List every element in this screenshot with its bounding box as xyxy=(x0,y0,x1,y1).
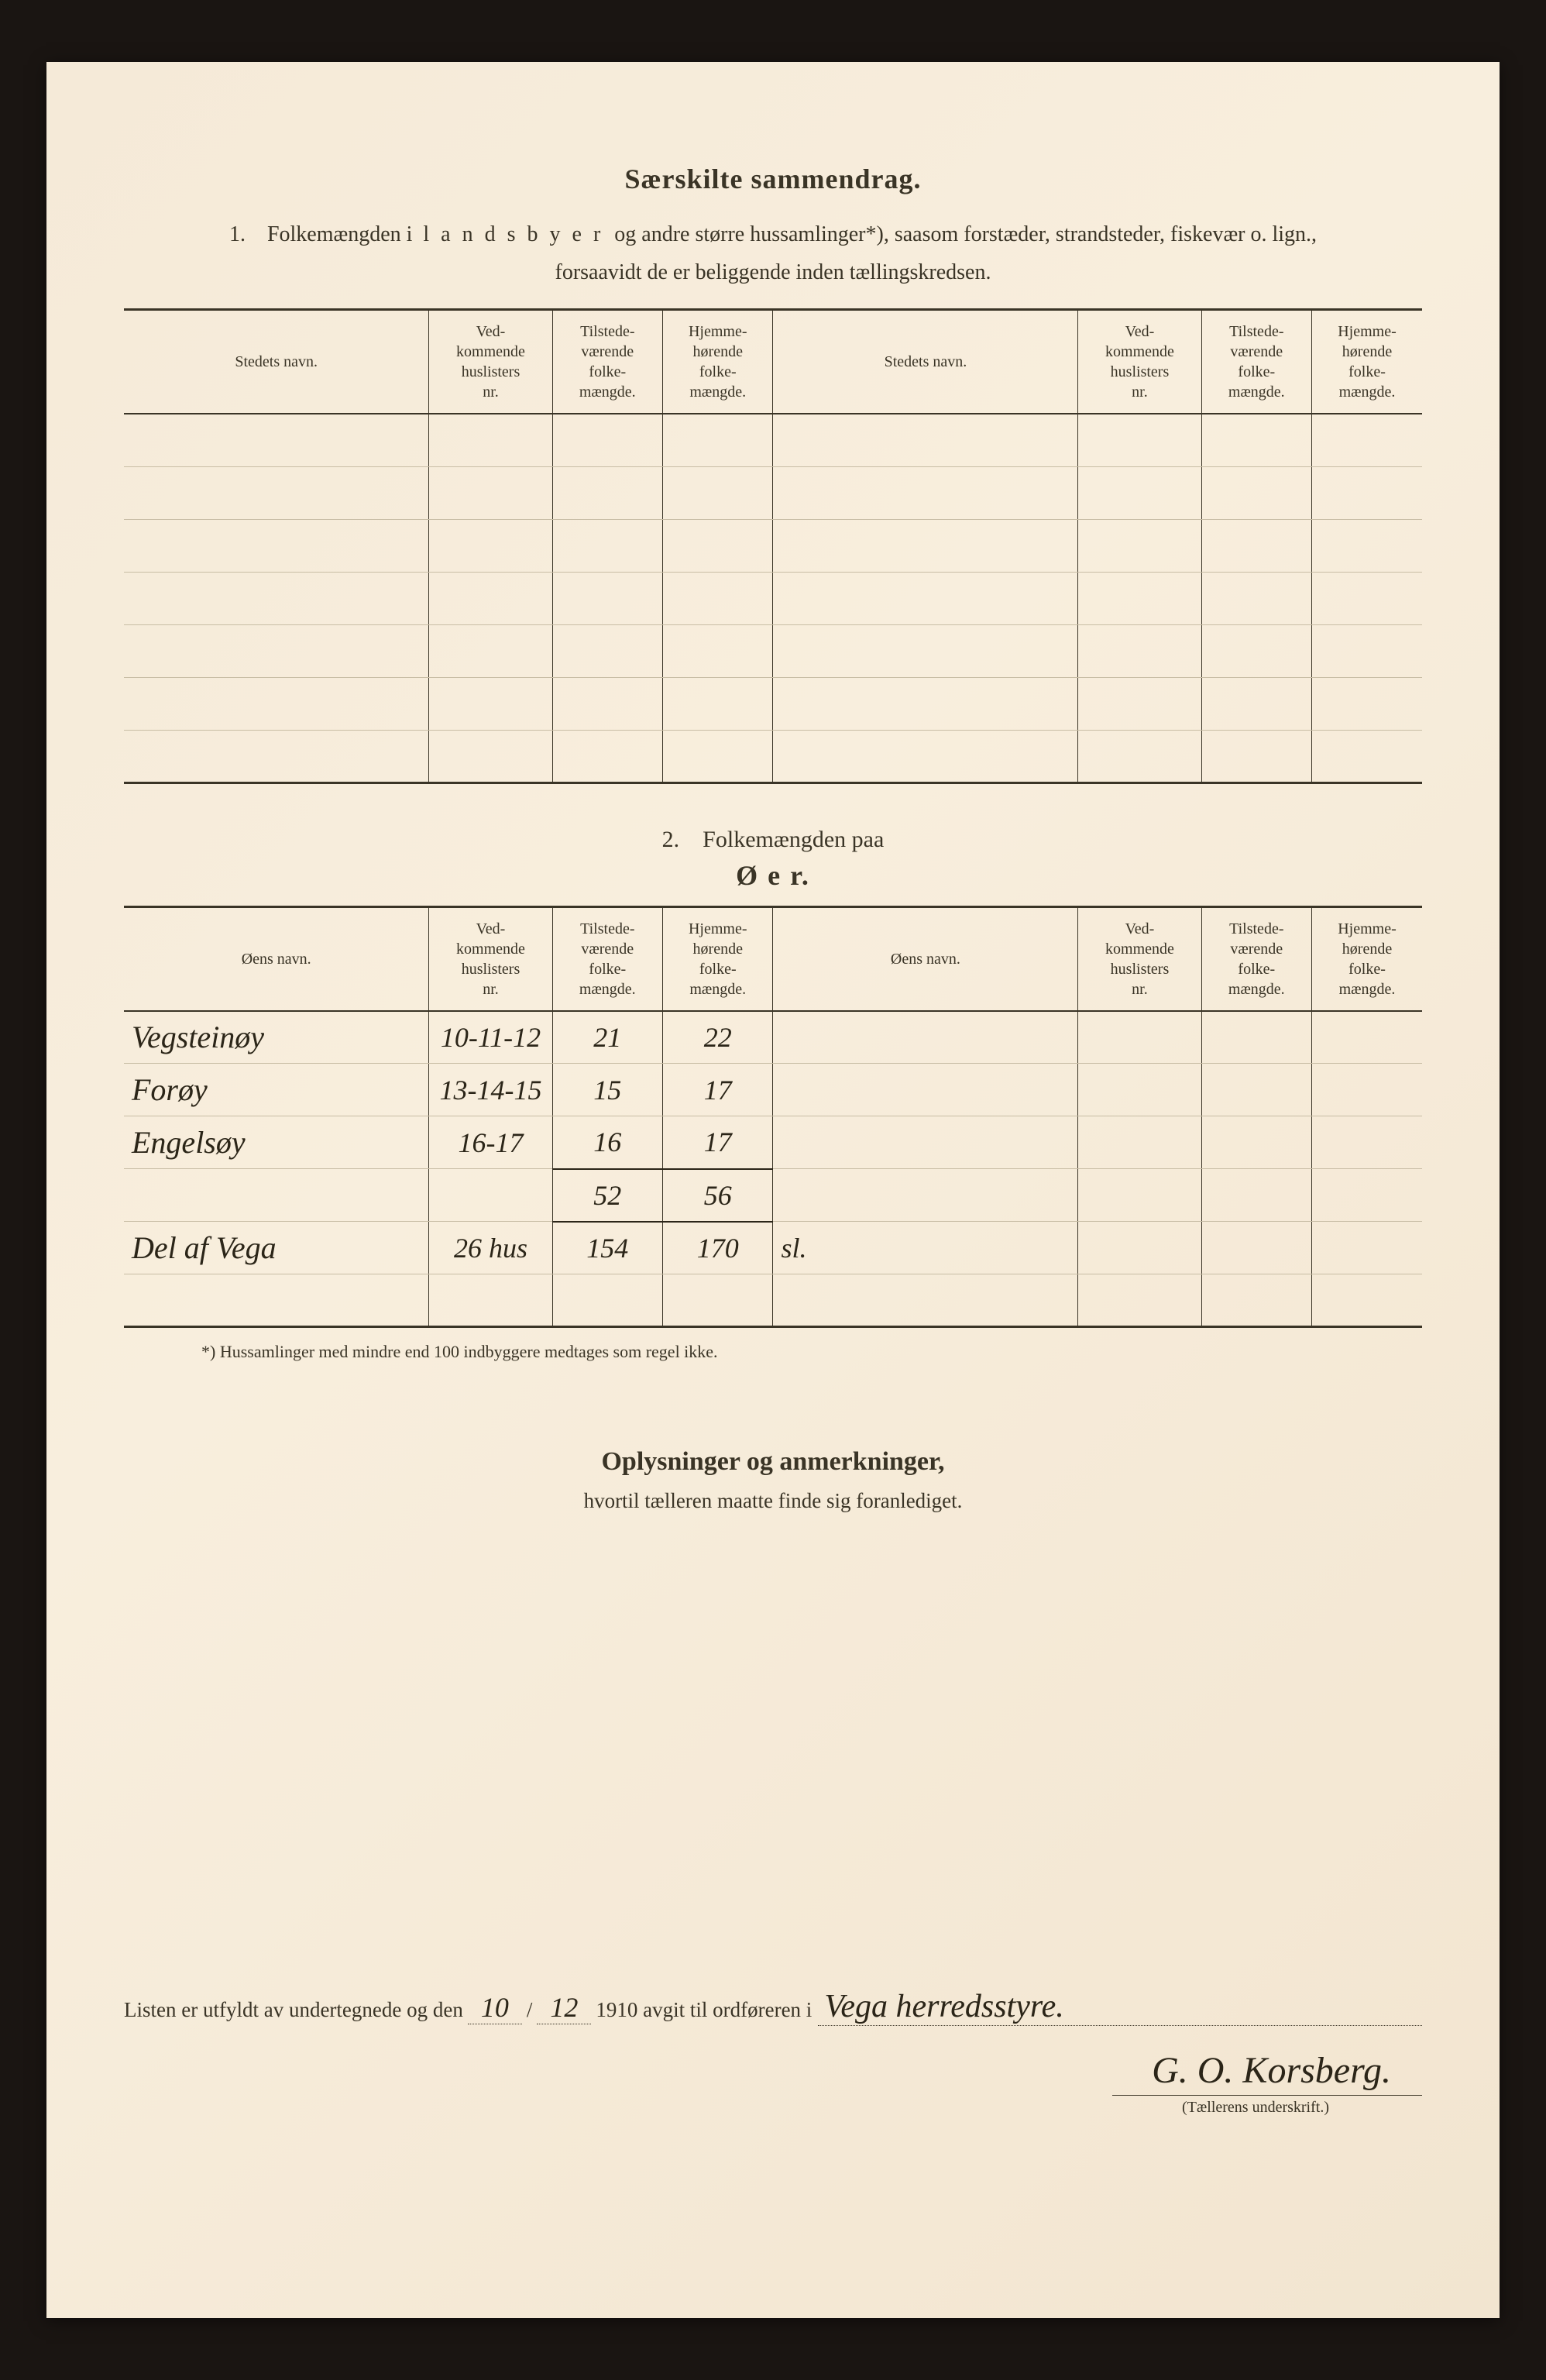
sig-place: Vega herredsstyre. xyxy=(818,1988,1422,2026)
th-tilstede-4: Tilstede- værende folke- mængde. xyxy=(1201,906,1311,1011)
cell-nr: 10-11-12 xyxy=(429,1011,552,1064)
table-row: Forøy 13-14-15 15 17 xyxy=(124,1064,1422,1116)
table-row: Engelsøy 16-17 16 17 xyxy=(124,1116,1422,1169)
subtitle-line-1: 1. Folkemængden i l a n d s b y e r og a… xyxy=(124,218,1422,251)
table-header-row: Stedets navn. Ved- kommende huslisters n… xyxy=(124,310,1422,414)
sub1-rest: og andre større hussamlinger*), saasom f… xyxy=(603,222,1317,246)
cell-tils: 15 xyxy=(552,1064,662,1116)
table-header-row: Øens navn. Ved- kommende huslisters nr. … xyxy=(124,906,1422,1011)
sig-prefix: Listen er utfyldt av undertegnede og den xyxy=(124,1998,463,2022)
sig-sep: / xyxy=(527,1998,533,2022)
table-row xyxy=(124,466,1422,519)
cell-tils: 154 xyxy=(552,1222,662,1274)
cell-name: Vegsteinøy xyxy=(124,1011,429,1064)
th-vedk-4: Ved- kommende huslisters nr. xyxy=(1078,906,1201,1011)
table-row-sum: 52 56 xyxy=(124,1169,1422,1222)
table-oer-body: Vegsteinøy 10-11-12 21 22 Forøy 13-14-15… xyxy=(124,1011,1422,1327)
footnote: *) Hussamlinger med mindre end 100 indby… xyxy=(201,1342,1422,1362)
table-row xyxy=(124,1274,1422,1327)
sub1-prefix: 1. Folkemængden i xyxy=(229,222,423,246)
table-oer: Øens navn. Ved- kommende huslisters nr. … xyxy=(124,906,1422,1329)
th-tilstede-1: Tilstede- værende folke- mængde. xyxy=(552,310,662,414)
section2-line2: Ø e r. xyxy=(124,859,1422,892)
signature-area: Listen er utfyldt av undertegnede og den… xyxy=(124,1988,1422,2117)
th-stedets-navn-1: Stedets navn. xyxy=(124,310,429,414)
sub1-spaced: l a n d s b y e r xyxy=(423,222,603,246)
sig-year-text: 1910 avgit til ordføreren i xyxy=(596,1998,812,2022)
cell-hjem: 17 xyxy=(663,1064,773,1116)
th-hjemme-2: Hjemme- hørende folke- mængde. xyxy=(1312,310,1422,414)
oplysninger-sub: hvortil tælleren maatte finde sig foranl… xyxy=(124,1489,1422,1513)
oplysninger-title: Oplysninger og anmerkninger, xyxy=(124,1447,1422,1477)
th-tilstede-3: Tilstede- værende folke- mængde. xyxy=(552,906,662,1011)
th-vedk-1: Ved- kommende huslisters nr. xyxy=(429,310,552,414)
cell-nr: 16-17 xyxy=(429,1116,552,1169)
table-row xyxy=(124,677,1422,730)
th-oens-navn-2: Øens navn. xyxy=(773,906,1078,1011)
cell-nr: 26 hus xyxy=(429,1222,552,1274)
th-tilstede-2: Tilstede- værende folke- mængde. xyxy=(1201,310,1311,414)
signature-caption: (Tællerens underskrift.) xyxy=(1112,2095,1422,2117)
th-vedk-2: Ved- kommende huslisters nr. xyxy=(1078,310,1201,414)
sig-day: 10 xyxy=(468,1991,522,2024)
signature-line: Listen er utfyldt av undertegnede og den… xyxy=(124,1988,1422,2026)
table-row xyxy=(124,414,1422,466)
cell-hjem: 22 xyxy=(663,1011,773,1064)
th-stedets-navn-2: Stedets navn. xyxy=(773,310,1078,414)
th-hjemme-1: Hjemme- hørende folke- mængde. xyxy=(663,310,773,414)
table-row xyxy=(124,730,1422,782)
section2-line1: 2. Folkemængden paa xyxy=(124,827,1422,853)
table-row xyxy=(124,624,1422,677)
subtitle-line-2: forsaavidt de er beliggende inden tællin… xyxy=(124,260,1422,285)
sig-month: 12 xyxy=(537,1991,591,2024)
th-hjemme-4: Hjemme- hørende folke- mængde. xyxy=(1312,906,1422,1011)
cell-note: sl. xyxy=(773,1222,1078,1274)
cell-name: Del af Vega xyxy=(124,1222,429,1274)
table-landsbyer: Stedets navn. Ved- kommende huslisters n… xyxy=(124,308,1422,784)
signature-name: G. O. Korsberg. xyxy=(124,2049,1422,2092)
th-hjemme-3: Hjemme- hørende folke- mængde. xyxy=(663,906,773,1011)
cell-tils: 21 xyxy=(552,1011,662,1064)
th-vedk-3: Ved- kommende huslisters nr. xyxy=(429,906,552,1011)
cell-hjem: 17 xyxy=(663,1116,773,1169)
table-row xyxy=(124,519,1422,572)
cell-nr: 13-14-15 xyxy=(429,1064,552,1116)
cell-name: Forøy xyxy=(124,1064,429,1116)
table-landsbyer-body xyxy=(124,414,1422,782)
cell-name: Engelsøy xyxy=(124,1116,429,1169)
main-title: Særskilte sammendrag. xyxy=(124,163,1422,195)
table-row: Del af Vega 26 hus 154 170 sl. xyxy=(124,1222,1422,1274)
document-page: Særskilte sammendrag. 1. Folkemængden i … xyxy=(46,62,1500,2318)
table-row: Vegsteinøy 10-11-12 21 22 xyxy=(124,1011,1422,1064)
cell-sum-hjem: 56 xyxy=(663,1169,773,1222)
cell-sum-tils: 52 xyxy=(552,1169,662,1222)
th-oens-navn-1: Øens navn. xyxy=(124,906,429,1011)
table-row xyxy=(124,572,1422,624)
cell-hjem: 170 xyxy=(663,1222,773,1274)
cell-tils: 16 xyxy=(552,1116,662,1169)
